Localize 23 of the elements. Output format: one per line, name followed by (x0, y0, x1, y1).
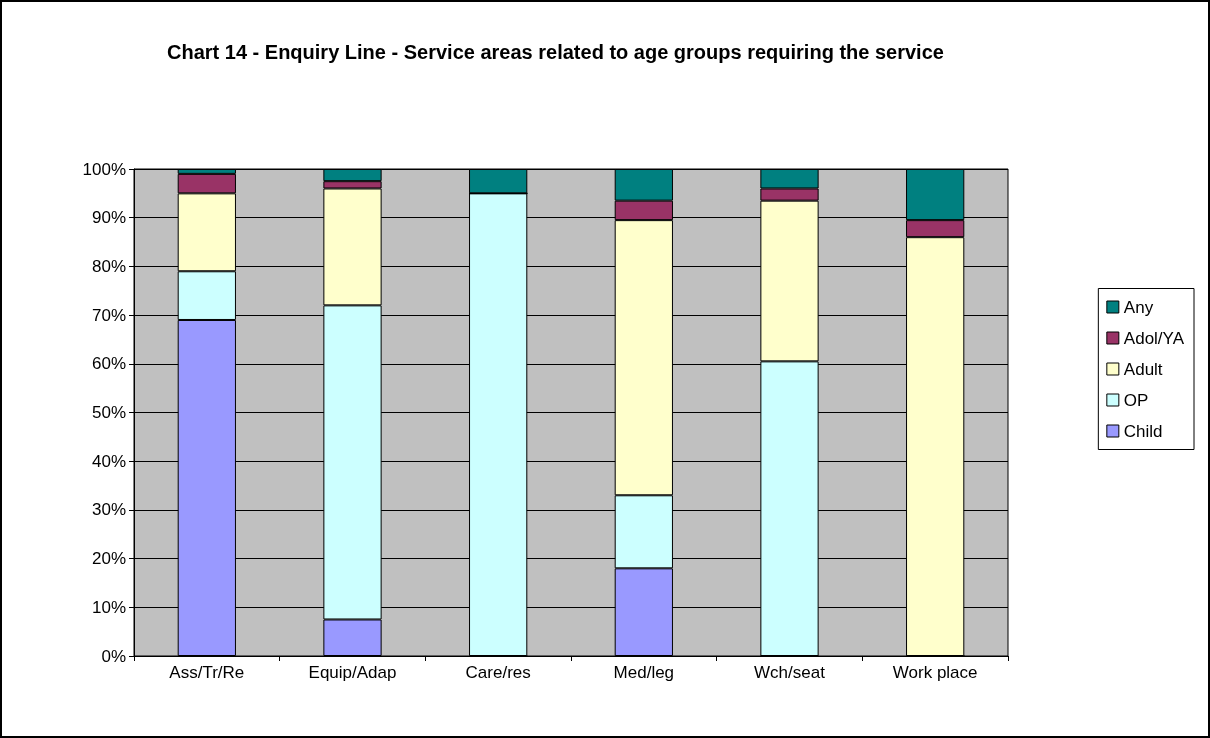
y-tick-label: 60% (91, 354, 126, 374)
y-tick-label: 80% (91, 256, 126, 276)
y-tick-label: 0% (101, 646, 126, 666)
x-tick-label: Ass/Tr/Re (169, 663, 245, 682)
chart-title: Chart 14 - Enquiry Line - Service areas related to age groups requiring the service (167, 41, 944, 63)
x-tick-label: Wch/seat (754, 663, 826, 682)
y-tick-label: 70% (91, 305, 126, 325)
legend-label: Adult (1123, 359, 1163, 379)
y-tick-label: 20% (91, 549, 126, 569)
legend-label: Any (1123, 297, 1154, 317)
y-tick-label: 40% (91, 451, 126, 471)
x-tick-label: Equip/Adap (308, 663, 397, 682)
y-tick-label: 90% (91, 208, 126, 228)
y-tick-label: 100% (82, 159, 126, 179)
x-tick-label: Work place (892, 663, 978, 682)
x-tick-label: Care/res (465, 663, 531, 682)
y-tick-label: 10% (91, 597, 126, 617)
y-tick-label: 30% (91, 500, 126, 520)
legend-label: OP (1123, 390, 1149, 410)
legend-label: Child (1123, 421, 1163, 441)
y-tick-label: 50% (91, 403, 126, 422)
legend-label: Adol/YA (1123, 328, 1185, 348)
x-tick-label: Med/leg (613, 663, 675, 682)
